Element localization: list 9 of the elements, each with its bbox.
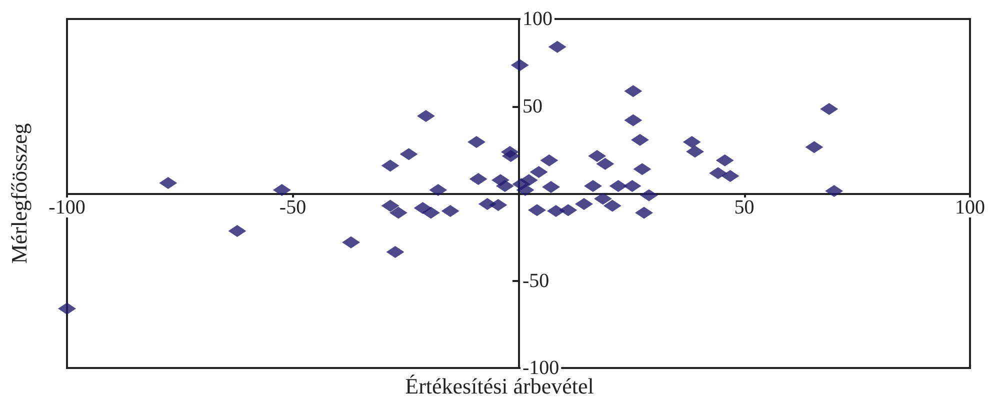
x-tick-label: 100: [955, 196, 985, 218]
y-axis-title: Mérlegfőösszeg: [6, 123, 32, 264]
x-tick-label: -100: [48, 196, 86, 218]
y-tick-label: -100: [522, 357, 560, 379]
x-tick-label: -50: [279, 196, 306, 218]
y-tick-label: 100: [522, 8, 552, 30]
y-tick-label: 50: [522, 95, 542, 118]
x-tick-label: 50: [734, 196, 754, 218]
y-tick-label: -50: [522, 270, 550, 292]
